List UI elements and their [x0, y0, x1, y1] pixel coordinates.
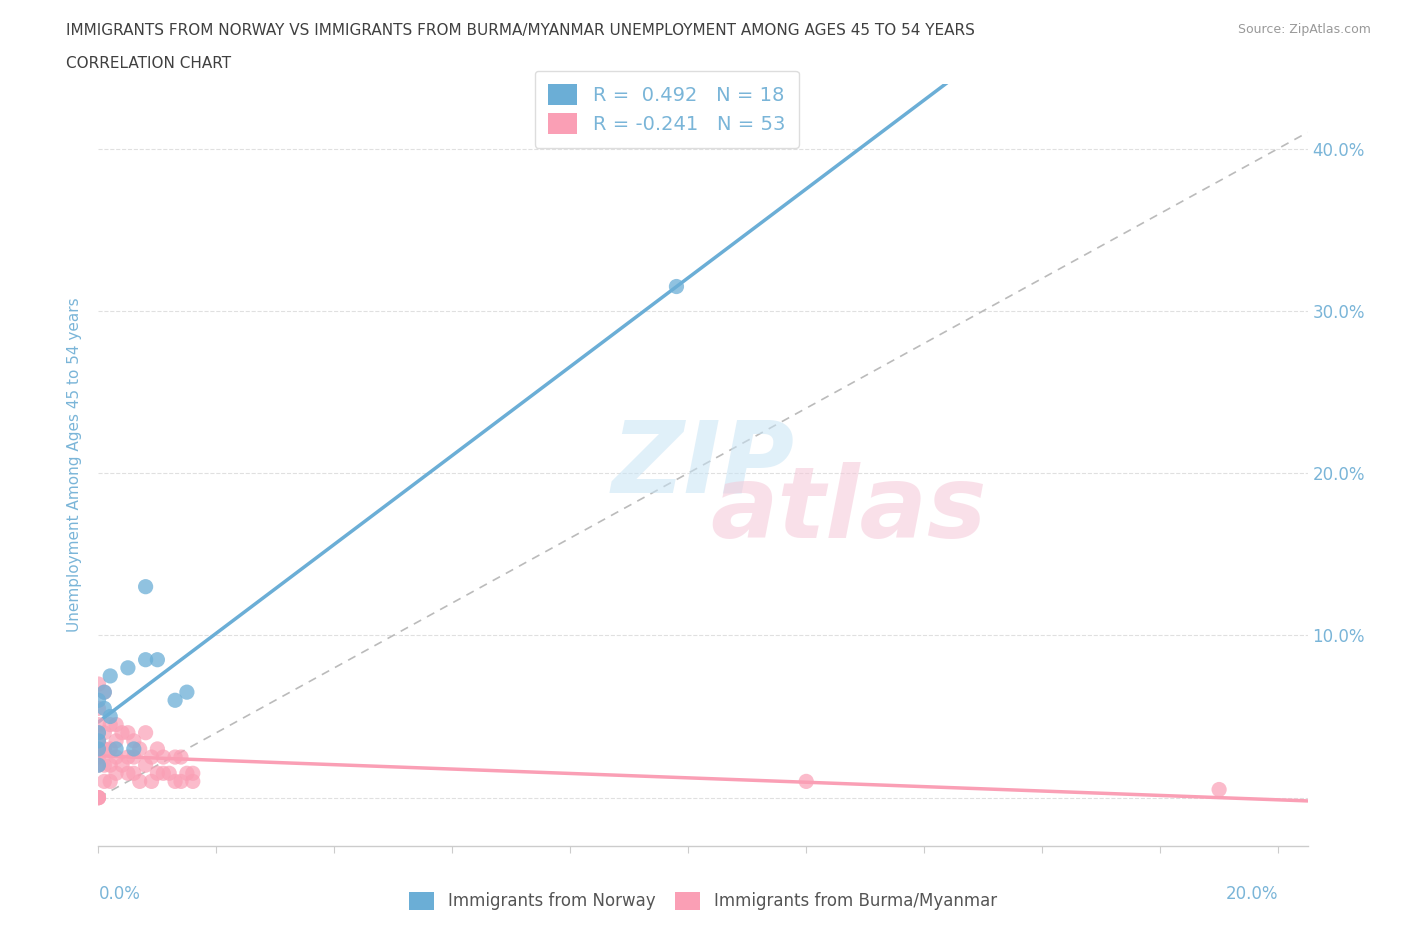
Point [93, 684, 115, 699]
Point [135, 758, 157, 773]
Point [105, 750, 128, 764]
Point [87, 790, 110, 805]
Point [135, 725, 157, 740]
Text: ZIP: ZIP [612, 417, 794, 513]
Legend: R =  0.492   N = 18, R = -0.241   N = 53: R = 0.492 N = 18, R = -0.241 N = 53 [534, 71, 799, 148]
Text: 0.0%: 0.0% [98, 885, 141, 903]
Point [146, 765, 169, 780]
Legend: Immigrants from Norway, Immigrants from Burma/Myanmar: Immigrants from Norway, Immigrants from … [402, 885, 1004, 917]
Point [111, 725, 134, 740]
Point [98, 774, 121, 789]
Point [141, 774, 163, 789]
Point [181, 774, 204, 789]
Point [146, 652, 169, 667]
Point [87, 741, 110, 756]
Point [165, 750, 187, 764]
Text: CORRELATION CHART: CORRELATION CHART [66, 56, 231, 71]
Point [157, 765, 180, 780]
Point [93, 774, 115, 789]
Point [98, 741, 121, 756]
Point [93, 684, 115, 699]
Text: IMMIGRANTS FROM NORWAY VS IMMIGRANTS FROM BURMA/MYANMAR UNEMPLOYMENT AMONG AGES : IMMIGRANTS FROM NORWAY VS IMMIGRANTS FRO… [66, 23, 974, 38]
Point [135, 652, 157, 667]
Point [105, 741, 128, 756]
Point [122, 750, 145, 764]
Point [87, 734, 110, 749]
Point [105, 765, 128, 780]
Point [87, 790, 110, 805]
Point [87, 725, 110, 740]
Point [117, 750, 139, 764]
Point [176, 684, 198, 699]
Point [128, 741, 150, 756]
Point [93, 741, 115, 756]
Point [87, 790, 110, 805]
Point [87, 741, 110, 756]
Point [98, 709, 121, 724]
Text: 20.0%: 20.0% [1226, 885, 1278, 903]
Point [105, 717, 128, 732]
Point [87, 725, 110, 740]
Point [87, 758, 110, 773]
Point [98, 758, 121, 773]
Y-axis label: Unemployment Among Ages 45 to 54 years: Unemployment Among Ages 45 to 54 years [67, 298, 83, 632]
Point [98, 669, 121, 684]
Point [665, 279, 688, 294]
Point [93, 725, 115, 740]
Point [794, 774, 817, 789]
Point [122, 741, 145, 756]
Point [122, 734, 145, 749]
Point [87, 734, 110, 749]
Text: atlas: atlas [710, 462, 987, 559]
Point [87, 790, 110, 805]
Point [181, 765, 204, 780]
Point [165, 774, 187, 789]
Point [122, 765, 145, 780]
Point [152, 765, 174, 780]
Text: Source: ZipAtlas.com: Source: ZipAtlas.com [1237, 23, 1371, 36]
Point [146, 741, 169, 756]
Point [117, 765, 139, 780]
Point [111, 758, 134, 773]
Point [176, 765, 198, 780]
Point [170, 774, 193, 789]
Point [165, 693, 187, 708]
Point [98, 717, 121, 732]
Point [170, 750, 193, 764]
Point [128, 774, 150, 789]
Point [87, 701, 110, 716]
Point [117, 660, 139, 675]
Point [1208, 782, 1230, 797]
Point [87, 758, 110, 773]
Point [93, 701, 115, 716]
Point [117, 725, 139, 740]
Point [135, 579, 157, 594]
Point [105, 734, 128, 749]
Point [141, 750, 163, 764]
Point [93, 758, 115, 773]
Point [87, 750, 110, 764]
Point [87, 717, 110, 732]
Point [87, 677, 110, 692]
Point [152, 750, 174, 764]
Point [87, 693, 110, 708]
